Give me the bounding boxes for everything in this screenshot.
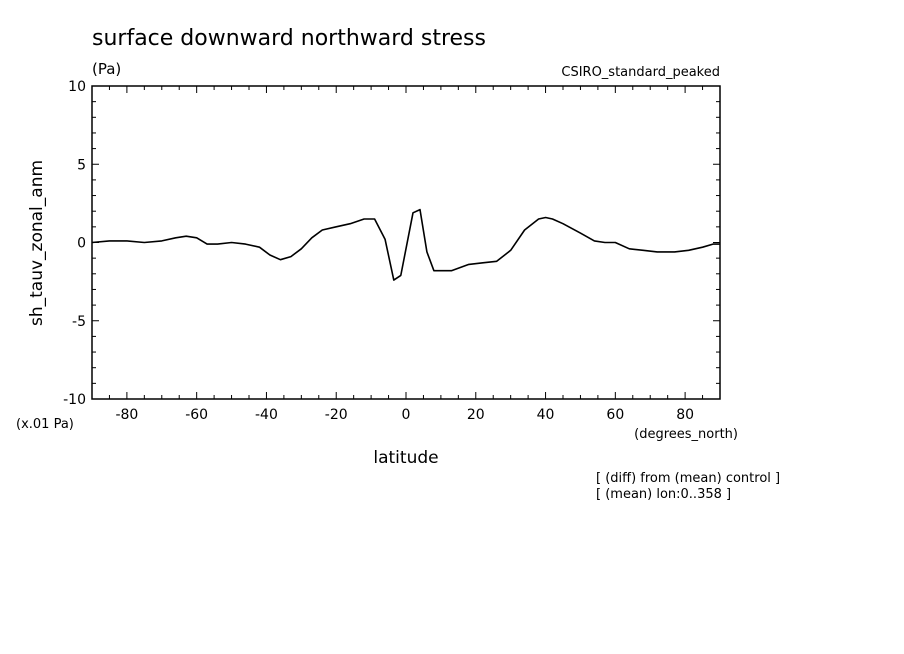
y-tick-label: 5 xyxy=(77,157,86,173)
x-tick-label: 60 xyxy=(606,407,624,423)
y-scale-note: (x.01 Pa) xyxy=(16,417,74,432)
x-axis-ticks: -80 -60 -40 -20 0 20 40 60 80 xyxy=(91,86,721,423)
x-tick-label: 0 xyxy=(402,407,411,423)
note-mean: [ (mean) lon:0..358 ] xyxy=(596,487,731,502)
units-label: (Pa) xyxy=(92,60,121,78)
y-tick-label: 10 xyxy=(68,79,86,95)
x-tick-label: 20 xyxy=(467,407,485,423)
series-lines xyxy=(91,208,720,281)
y-tick-label: -10 xyxy=(63,392,86,408)
note-diff: [ (diff) from (mean) control ] xyxy=(596,471,780,486)
y-tick-label: -5 xyxy=(72,314,86,330)
chart-title: surface downward northward stress xyxy=(92,26,486,51)
x-axis-label: latitude xyxy=(373,448,438,468)
model-label: CSIRO_standard_peaked xyxy=(561,65,720,80)
y-tick-label: 0 xyxy=(77,236,86,252)
x-tick-label: -20 xyxy=(325,407,348,423)
plot-frame xyxy=(91,85,721,400)
y-axis-ticks: -10 -5 0 5 10 xyxy=(63,79,720,408)
x-tick-label: -80 xyxy=(115,407,138,423)
x-units-label: (degrees_north) xyxy=(634,427,738,442)
x-tick-label: 40 xyxy=(537,407,555,423)
x-tick-label: -60 xyxy=(185,407,208,423)
x-tick-label: 80 xyxy=(676,407,694,423)
series-line xyxy=(91,208,720,281)
y-axis-label: sh_tauv_zonal_anm xyxy=(27,160,47,326)
x-tick-label: -40 xyxy=(255,407,278,423)
